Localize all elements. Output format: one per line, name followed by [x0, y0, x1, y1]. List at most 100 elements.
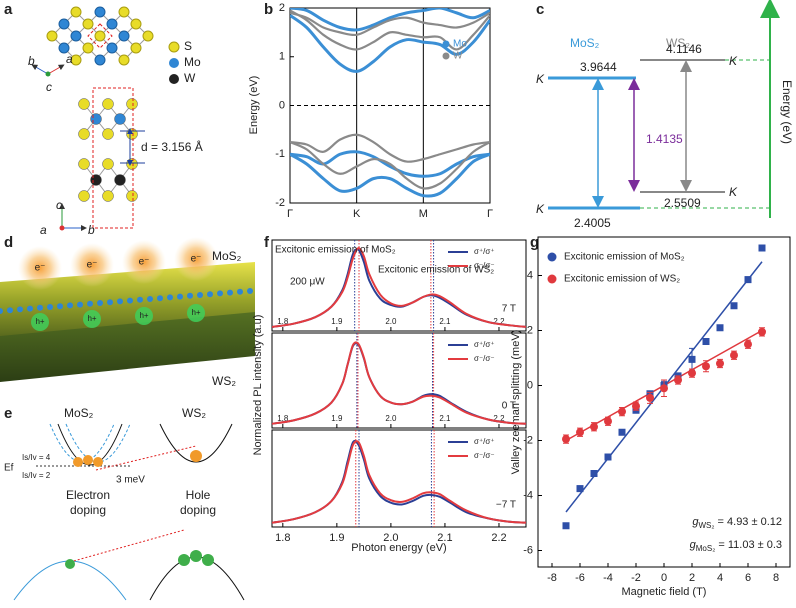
point	[660, 384, 668, 393]
atom	[47, 304, 53, 310]
legend-label: σ⁺/σ⁺	[474, 437, 495, 446]
atom	[70, 30, 82, 42]
annotation-symbol: g	[690, 539, 697, 551]
point	[758, 327, 766, 336]
point	[716, 359, 724, 368]
annotation: Excitonic emission of WS₂	[378, 265, 494, 276]
legend-label: Mo	[184, 55, 201, 69]
point	[604, 417, 612, 426]
legend-label: σ⁺/σ⁺	[474, 247, 495, 256]
electron	[93, 457, 103, 467]
atom	[106, 42, 118, 54]
point	[730, 302, 738, 310]
data-line	[290, 8, 490, 32]
axis-label: b	[28, 54, 35, 68]
legend-label: Excitonic emission of MoS₂	[564, 252, 685, 263]
x-tick-label: -8	[547, 572, 557, 584]
atom	[187, 292, 193, 299]
atom	[77, 301, 83, 308]
point	[758, 244, 766, 252]
x-tick-label: 2.0	[383, 532, 398, 544]
panel-e: e MoS₂ WS₂ Ef Is/Iv = 4 Is/Iv = 2 3 meV …	[4, 405, 245, 601]
legend-swatch	[547, 274, 557, 284]
hole	[83, 310, 101, 328]
atom	[126, 98, 138, 110]
atom	[118, 6, 130, 18]
band-curve	[149, 556, 245, 601]
fermi-label: Ef	[4, 463, 14, 474]
field-label: 0 T	[502, 401, 516, 412]
layer-label: WS₂	[212, 374, 236, 388]
point	[744, 276, 752, 284]
annotation-symbol: g	[692, 516, 699, 528]
atom	[118, 54, 130, 66]
x-tick-label: 1.8	[277, 317, 289, 326]
x-tick-label: 4	[717, 572, 723, 584]
legend-label: W	[453, 51, 463, 62]
axis-origin	[59, 225, 65, 231]
axis-title: Energy (eV)	[780, 80, 794, 144]
x-axis-title: Magnetic field (T)	[622, 586, 707, 598]
legend-label: Excitonic emission of WS₂	[564, 274, 680, 285]
atom	[82, 18, 94, 30]
x-tick-label: 0	[661, 572, 667, 584]
x-tick-label: Γ	[287, 208, 293, 220]
legend-swatch	[442, 40, 450, 48]
panel-label: b	[264, 1, 273, 18]
atom	[227, 289, 233, 296]
y-axis-title: Energy (eV)	[248, 76, 260, 135]
atom	[130, 42, 142, 54]
point	[716, 324, 724, 332]
y-tick-label: -6	[523, 544, 533, 556]
doping-label: doping	[180, 503, 216, 517]
hole-label: h+	[139, 311, 148, 320]
axis-label: c	[46, 80, 52, 94]
valley-label: K	[536, 202, 545, 216]
atom	[126, 190, 138, 202]
point	[576, 428, 584, 437]
annotation-text: = 4.93 ± 0.12	[714, 516, 782, 528]
x-tick-label: 1.8	[277, 414, 289, 423]
atom	[157, 295, 163, 302]
legend-label: S	[184, 39, 192, 53]
atom	[106, 18, 118, 30]
annotation: Excitonic emission of MoS₂	[275, 245, 396, 256]
atom	[90, 113, 102, 125]
axis-arrow	[47, 64, 65, 75]
atom	[207, 291, 213, 298]
level-label: 2.5509	[664, 196, 701, 210]
offset-label: 3 meV	[116, 475, 145, 486]
atom	[102, 158, 114, 170]
x-tick-label: 2.0	[385, 317, 397, 326]
point	[618, 428, 626, 436]
x-axis-title: Photon energy (eV)	[351, 542, 446, 554]
offset-line	[95, 445, 197, 471]
atom	[137, 296, 143, 303]
atom	[67, 302, 73, 309]
electron	[73, 457, 83, 467]
point	[562, 522, 570, 530]
axis-arrow	[31, 64, 49, 75]
y-tick-label: 0	[279, 99, 285, 111]
x-tick-label: 2.2	[491, 532, 506, 544]
lattice	[46, 6, 154, 202]
legend-label: W	[184, 71, 196, 85]
y-axis-title: Normalized PL intensity (a.u)	[252, 315, 264, 456]
point	[590, 470, 598, 477]
atom	[127, 297, 133, 304]
x-tick-label: 2	[689, 572, 695, 584]
y-tick-label: 1	[279, 51, 285, 63]
panel-label: a	[4, 1, 13, 18]
plot-frame	[271, 429, 527, 528]
x-tick-label: 2.1	[439, 317, 451, 326]
point	[576, 485, 584, 493]
electron-label: e⁻	[191, 254, 202, 265]
panel-label: f	[264, 234, 270, 251]
atom	[117, 298, 123, 305]
electron-label: e⁻	[35, 263, 46, 274]
axis-label: c	[56, 198, 62, 212]
legend-label: σ⁻/σ⁻	[474, 354, 495, 363]
x-tick-label: 2.1	[439, 414, 451, 423]
atom	[97, 300, 103, 306]
hole	[31, 313, 49, 331]
